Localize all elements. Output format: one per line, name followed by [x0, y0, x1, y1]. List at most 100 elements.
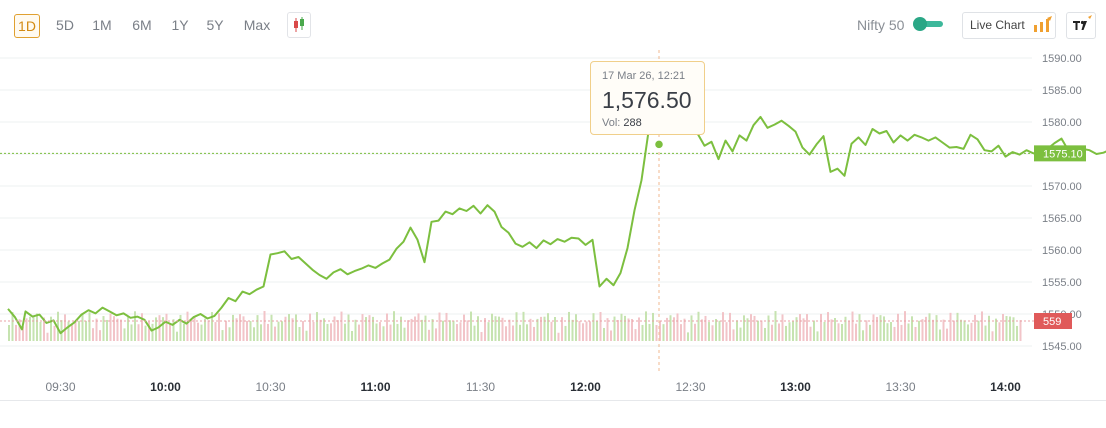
volume-bar	[795, 317, 798, 341]
x-tick-label: 12:00	[570, 380, 601, 394]
volume-bar	[15, 324, 17, 341]
toggle-track	[919, 21, 943, 27]
volume-bar	[578, 321, 581, 341]
volume-bar	[788, 322, 791, 341]
volume-bar	[190, 319, 192, 341]
volume-bar	[736, 320, 738, 341]
volume-bar	[960, 319, 962, 341]
volume-bar	[967, 324, 969, 341]
volume-bar	[421, 319, 423, 341]
volume-bar	[526, 324, 528, 341]
volume-bar	[302, 321, 304, 341]
candlestick-toggle-button[interactable]	[287, 12, 311, 38]
volume-bar	[134, 311, 136, 341]
volume-bar	[519, 324, 521, 341]
volume-bar	[844, 316, 847, 341]
reference-price-tag	[1034, 145, 1086, 162]
range-tab-1y[interactable]: 1Y	[171, 17, 189, 33]
volume-bar	[830, 319, 833, 341]
volume-bar	[71, 323, 73, 341]
volume-bar	[792, 321, 794, 341]
volume-bar	[456, 324, 458, 341]
volume-bar	[193, 316, 196, 341]
range-tab-1m[interactable]: 1M	[92, 17, 112, 33]
volume-bar	[396, 323, 399, 341]
x-tick-label: 10:30	[255, 380, 285, 394]
volume-bar	[183, 323, 185, 341]
volume-bar	[1009, 316, 1011, 341]
volume-bar	[270, 314, 273, 341]
volume-bar	[239, 314, 241, 341]
volume-bar	[624, 315, 626, 341]
range-tab-5d[interactable]: 5D	[56, 17, 74, 33]
volume-bar	[725, 322, 728, 341]
range-tab-1d[interactable]: 1D	[14, 14, 40, 38]
volume-bar	[890, 322, 892, 341]
range-tab-max[interactable]: Max	[243, 17, 271, 33]
volume-bar	[977, 320, 980, 341]
volume-bar	[690, 315, 693, 341]
volume-bar	[123, 328, 126, 341]
volume-bar	[820, 313, 822, 341]
volume-bar	[400, 316, 402, 341]
volume-bar	[841, 323, 843, 341]
live-chart-button[interactable]: Live Chart	[962, 12, 1056, 39]
y-tick-label: 1580.00	[1042, 117, 1082, 129]
volume-bar	[676, 313, 679, 341]
volume-bar	[95, 318, 98, 341]
volume-bar	[165, 313, 168, 341]
volume-bar	[599, 312, 602, 341]
volume-bar	[186, 311, 189, 341]
volume-bar	[78, 320, 80, 341]
volume-bar	[589, 321, 591, 341]
volume-bar	[116, 318, 119, 341]
volume-bar	[974, 314, 976, 341]
volume-bar	[57, 311, 59, 341]
x-tick-label: 10:00	[150, 380, 181, 394]
volume-bar	[827, 312, 829, 341]
volume-bar	[81, 313, 84, 341]
volume-bar	[25, 318, 28, 341]
volume-bar	[361, 314, 364, 341]
volume-bar	[666, 317, 668, 341]
volume-bar	[879, 315, 882, 341]
index-compare-toggle[interactable]	[913, 17, 943, 31]
volume-bar	[295, 314, 297, 341]
volume-bar	[459, 322, 462, 341]
volume-bar	[683, 318, 686, 341]
volume-bar	[764, 327, 766, 341]
volume-bar	[585, 321, 588, 341]
range-tab-5y[interactable]: 5Y	[206, 17, 224, 33]
volume-bar	[393, 311, 395, 341]
volume-bar	[606, 318, 609, 341]
volume-bar	[484, 318, 486, 341]
volume-bar	[312, 322, 315, 341]
volume-bar	[638, 317, 640, 341]
volume-bar	[424, 315, 427, 341]
volume-bar	[778, 323, 780, 341]
volume-bar	[627, 318, 630, 341]
volume-bar	[106, 319, 108, 341]
volume-bar	[232, 314, 234, 341]
index-compare-label: Nifty 50	[857, 17, 905, 33]
volume-bar	[711, 325, 714, 341]
volume-bar	[407, 320, 409, 341]
volume-bar	[851, 311, 854, 341]
volume-bar	[1016, 325, 1018, 341]
volume-bar	[50, 316, 52, 341]
price-chart[interactable]: 1590.001585.001580.001575.001570.001565.…	[0, 0, 1106, 400]
volume-bar	[680, 324, 682, 341]
volume-bar	[200, 324, 203, 341]
range-tab-6m[interactable]: 6M	[132, 17, 152, 33]
volume-bar	[550, 321, 553, 341]
volume-bar	[536, 318, 539, 341]
tradingview-button[interactable]	[1066, 12, 1096, 39]
volume-bar	[158, 315, 161, 341]
volume-bar	[935, 315, 938, 341]
volume-bar	[970, 322, 973, 341]
x-tick-label: 14:00	[990, 380, 1021, 394]
volume-bar	[547, 313, 549, 341]
volume-bar	[141, 313, 143, 341]
volume-bar	[568, 311, 570, 341]
volume-bar	[956, 312, 959, 341]
